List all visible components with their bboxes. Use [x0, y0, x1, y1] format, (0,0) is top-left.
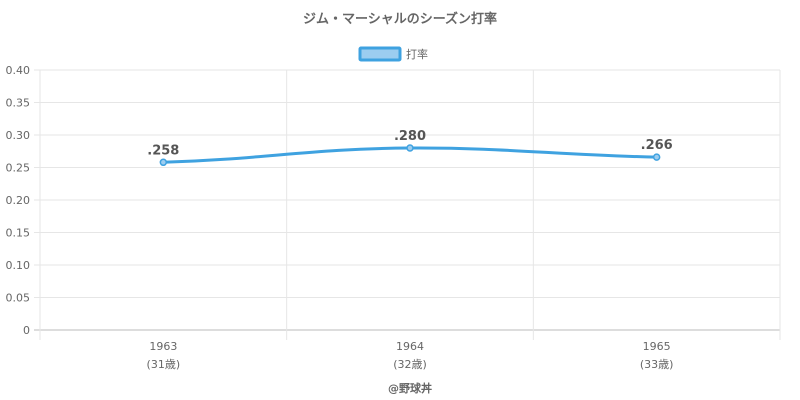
x-tick-sublabel: (31歳) [147, 358, 181, 371]
x-tick-sublabel: (33歳) [640, 358, 674, 371]
y-tick-label: 0.10 [6, 259, 31, 272]
legend[interactable]: 打率 [358, 46, 428, 62]
data-point [406, 144, 414, 152]
y-tick-label: 0.30 [6, 129, 31, 142]
y-tick-label: 0.20 [6, 194, 31, 207]
y-tick-label: 0.15 [6, 227, 31, 240]
data-label: .266 [641, 138, 673, 153]
x-tick-label: 1963 [149, 340, 177, 353]
data-point [159, 158, 168, 167]
legend-swatch [358, 46, 402, 62]
data-point [652, 153, 661, 161]
y-tick-label: 0.35 [6, 97, 31, 110]
legend-label: 打率 [406, 47, 428, 61]
credit-label: @野球丼 [388, 381, 432, 395]
x-tick-sublabel: (32歳) [393, 358, 427, 371]
y-tick-label: 0 [23, 324, 30, 337]
grid [34, 69, 781, 340]
data-label: .258 [147, 143, 179, 158]
x-axis: 1963 (31歳) 1964 (32歳) 1965 (33歳) [147, 340, 674, 371]
chart-title: ジム・マーシャルのシーズン打率 [303, 11, 497, 27]
y-axis: 0 0.05 0.10 0.15 0.20 0.25 0.30 0.35 0.40 [6, 64, 31, 337]
y-tick-label: 0.40 [6, 64, 31, 77]
data-label: .280 [394, 129, 426, 144]
x-tick-label: 1964 [396, 340, 424, 353]
x-tick-label: 1965 [643, 340, 671, 353]
y-tick-label: 0.05 [6, 292, 31, 305]
y-tick-label: 0.25 [6, 162, 31, 175]
series-layer: .258 .280 .266 [147, 129, 673, 167]
